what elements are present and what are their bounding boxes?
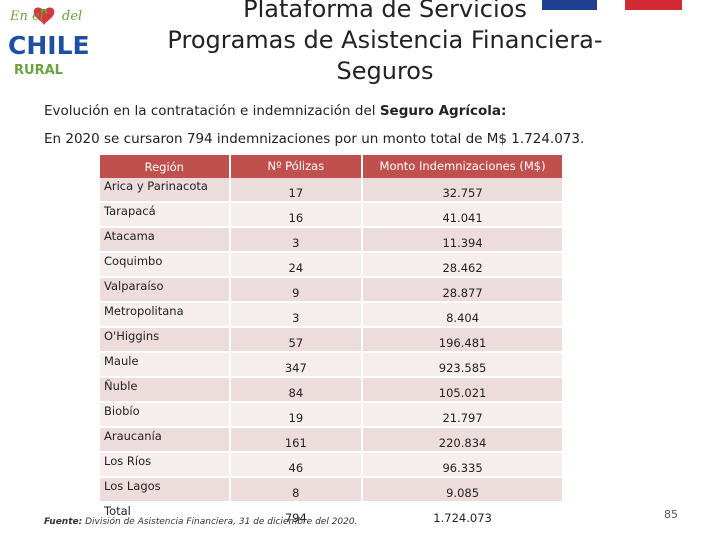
table-row: Atacama 3 11.394 (100, 228, 564, 253)
cell-monto: 196.481 (363, 328, 564, 353)
title-line-3: Seguros (336, 57, 434, 85)
cell-region: Araucanía (100, 428, 231, 453)
cell-region: Tarapacá (100, 203, 231, 228)
table-row: Ñuble 84 105.021 (100, 378, 564, 403)
flag-red-stripe (625, 0, 682, 10)
leaf-icon (40, 8, 48, 15)
cell-monto: 105.021 (363, 378, 564, 403)
source-text: División de Asistencia Financiera, 31 de… (82, 517, 358, 527)
cell-region: Total (100, 503, 231, 528)
table-row: Valparaíso 9 28.877 (100, 278, 564, 303)
cell-polizas: 19 (230, 403, 364, 428)
cell-monto: 41.041 (363, 203, 564, 228)
intro-line-2: En 2020 se cursaron 794 indemnizaciones … (44, 131, 585, 147)
cell-polizas: 9 (230, 278, 364, 303)
cell-monto: 32.757 (363, 178, 564, 203)
title-line-2: Programas de Asistencia Financiera- (167, 26, 603, 54)
cell-polizas: 57 (230, 328, 364, 353)
cell-polizas: 17 (230, 178, 364, 203)
logo-text-rural: RURAL (14, 63, 63, 78)
logo-text-chile: CHILE (8, 31, 88, 60)
title-line-1: Plataforma de Servicios (243, 0, 527, 23)
table-header-row: Región Nº Pólizas Monto Indemnizaciones … (100, 155, 564, 178)
cell-polizas: 16 (230, 203, 364, 228)
cell-monto: 9.085 (363, 478, 564, 503)
cell-polizas: 161 (230, 428, 364, 453)
cell-polizas: 84 (230, 378, 364, 403)
cell-monto: 28.462 (363, 253, 564, 278)
cell-region: Los Ríos (100, 453, 231, 478)
logo-text-del: del (62, 9, 82, 24)
table-row: Los Lagos 8 9.085 (100, 478, 564, 503)
table-row: Maule 347 923.585 (100, 353, 564, 378)
page-title: Plataforma de Servicios Programas de Asi… (120, 0, 650, 87)
cell-region: Atacama (100, 228, 231, 253)
cell-region: Arica y Parinacota (100, 178, 231, 203)
cell-region: O'Higgins (100, 328, 231, 353)
cell-monto: 8.404 (363, 303, 564, 328)
table-row: Araucanía 161 220.834 (100, 428, 564, 453)
cell-polizas: 3 (230, 228, 364, 253)
table-row: Metropolitana 3 8.404 (100, 303, 564, 328)
header-polizas: Nº Pólizas (230, 155, 364, 178)
source-note: Fuente: División de Asistencia Financier… (44, 517, 357, 527)
table-row: Tarapacá 16 41.041 (100, 203, 564, 228)
cell-region: Metropolitana (100, 303, 231, 328)
cell-region: Maule (100, 353, 231, 378)
logo-text-en-el: En el (9, 9, 44, 24)
flag-blue-stripe (542, 0, 597, 10)
cell-polizas: 24 (230, 253, 364, 278)
table-row: O'Higgins 57 196.481 (100, 328, 564, 353)
cell-monto: 220.834 (363, 428, 564, 453)
cell-monto: 28.877 (363, 278, 564, 303)
intro-highlight: Seguro Agrícola: (379, 103, 507, 119)
table-total-row: Total 794 1.724.073 (100, 503, 564, 528)
cell-polizas: 46 (230, 453, 364, 478)
cell-monto: 96.335 (363, 453, 564, 478)
cell-polizas: 794 (230, 503, 364, 528)
chile-rural-logo: En el del CHILE RURAL (8, 7, 88, 78)
insurance-table: Región Nº Pólizas Monto Indemnizaciones … (100, 155, 564, 528)
cell-region: Biobío (100, 403, 231, 428)
cell-monto: 21.797 (363, 403, 564, 428)
flag-white-stripe (597, 0, 625, 10)
table-row: Arica y Parinacota 17 32.757 (100, 178, 564, 203)
cell-region: Coquimbo (100, 253, 231, 278)
header-monto: Monto Indemnizaciones (M$) (363, 155, 564, 178)
cell-monto: 1.724.073 (363, 503, 564, 528)
header-region: Región (100, 155, 231, 178)
table-body: Arica y Parinacota 17 32.757 Tarapacá 16 41.0… (100, 178, 564, 528)
heart-icon (33, 7, 55, 26)
cell-polizas: 8 (230, 478, 364, 503)
cell-monto: 11.394 (363, 228, 564, 253)
cell-region: Los Lagos (100, 478, 231, 503)
cell-polizas: 347 (230, 353, 364, 378)
table-row: Coquimbo 24 28.462 (100, 253, 564, 278)
cell-region: Ñuble (100, 378, 231, 403)
page-number: 85 (664, 508, 678, 521)
intro-line-1: Evolución en la contratación e indemniza… (44, 103, 506, 119)
intro-prefix: Evolución en la contratación e indemniza… (44, 103, 380, 119)
cell-region: Valparaíso (100, 278, 231, 303)
cell-polizas: 3 (230, 303, 364, 328)
table-row: Biobío 19 21.797 (100, 403, 564, 428)
table-row: Los Ríos 46 96.335 (100, 453, 564, 478)
source-label: Fuente: (44, 517, 83, 527)
cell-monto: 923.585 (363, 353, 564, 378)
